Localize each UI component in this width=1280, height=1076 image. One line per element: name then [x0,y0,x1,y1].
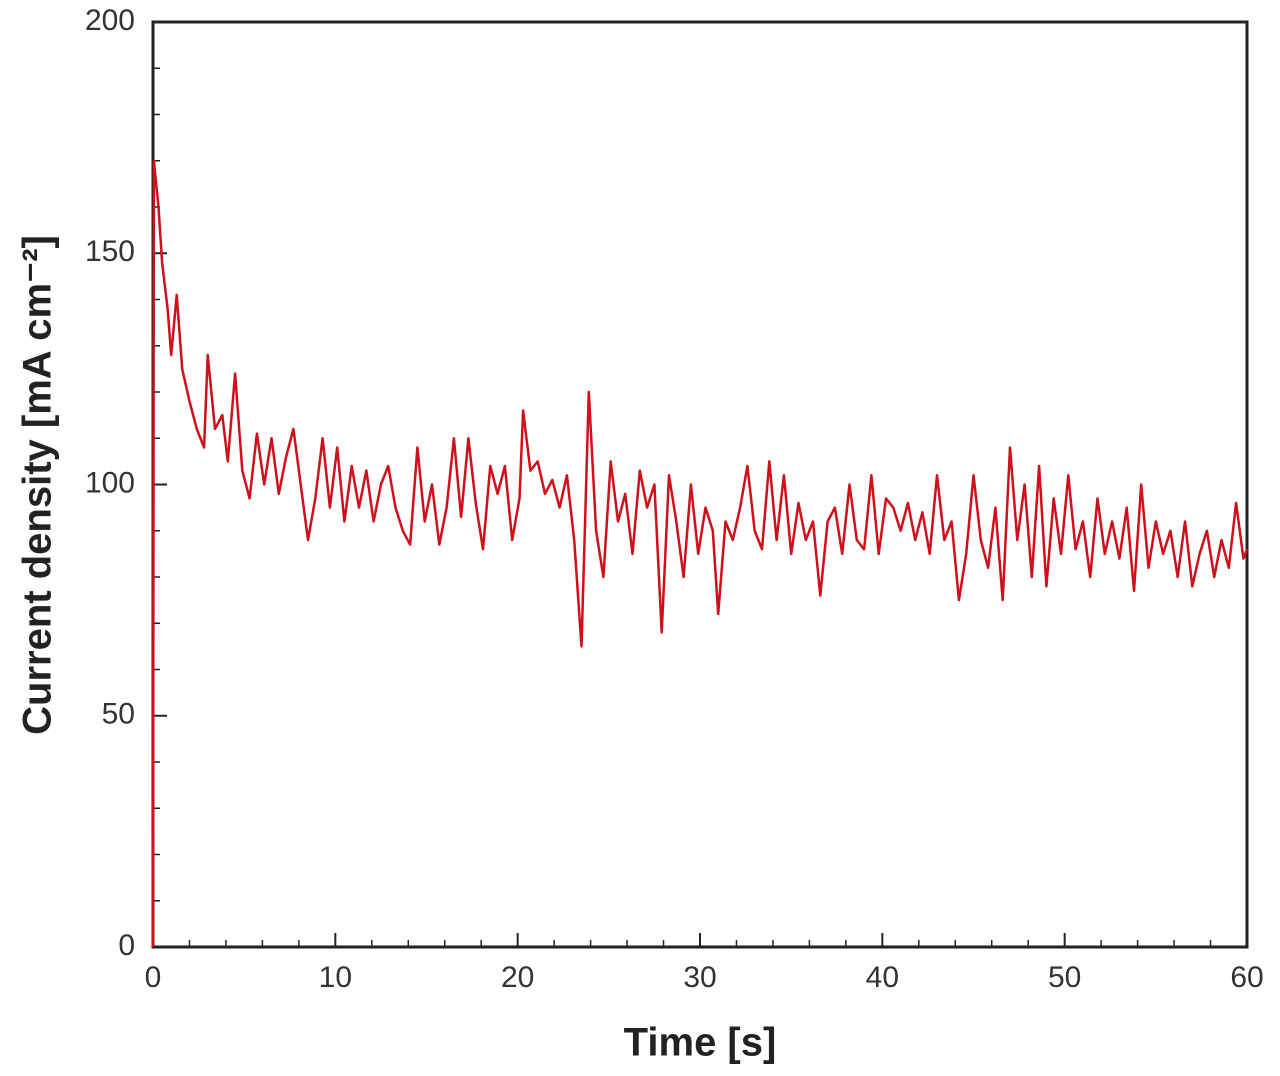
y-tick-label: 0 [118,929,135,962]
y-tick-label: 50 [102,698,135,731]
y-tick-label: 200 [85,4,135,37]
x-tick-label: 0 [145,961,162,994]
y-tick-label: 150 [85,235,135,268]
x-axis-label: Time [s] [624,1021,777,1065]
data-line [151,159,1249,948]
y-tick-label: 100 [85,466,135,499]
x-tick-label: 10 [319,961,352,994]
x-tick-label: 20 [501,961,534,994]
y-axis-label: Current density [mA cm⁻²] [16,235,60,735]
x-tick-label: 60 [1230,961,1263,994]
x-tick-label: 50 [1048,961,1081,994]
x-tick-label: 40 [866,961,899,994]
x-tick-label: 30 [683,961,716,994]
